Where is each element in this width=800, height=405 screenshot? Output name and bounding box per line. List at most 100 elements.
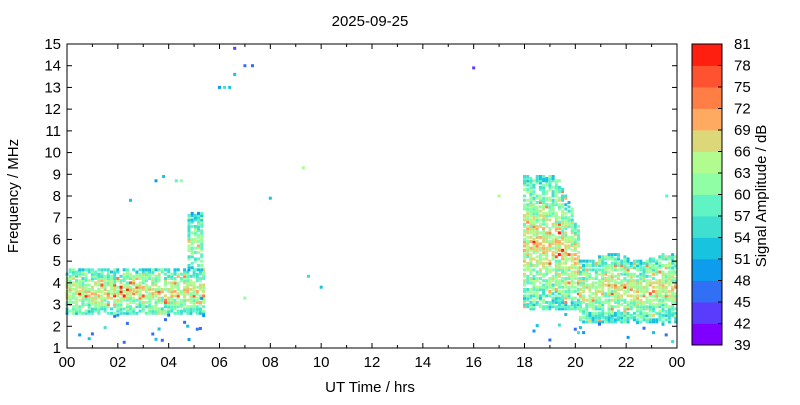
heatmap-cell [652,259,655,263]
heatmap-cell [200,218,204,222]
heatmap-cell [144,305,148,309]
heatmap-cell [645,296,649,300]
heatmap-cell [561,253,565,257]
heatmap-cell [532,209,536,213]
heatmap-cell [100,277,104,280]
heatmap-cell [610,298,614,302]
heatmap-cell [78,298,82,302]
heatmap-cell [604,320,608,324]
heatmap-cell [667,255,671,259]
heatmap-cell [554,185,558,189]
heatmap-cell [671,300,675,304]
heatmap-cell [639,261,643,265]
heatmap-cell [187,240,191,244]
heatmap-cell [610,313,614,317]
heatmap-cell [78,333,82,337]
heatmap-cell [202,314,206,317]
heatmap-cell [535,218,539,222]
heatmap-cell [197,251,200,254]
heatmap-cell [667,274,671,278]
heatmap-cell [103,279,107,283]
heatmap-cell [636,309,640,313]
heatmap-cell [578,296,582,300]
heatmap-cell [623,307,627,311]
y-tick-label: 1 [53,340,61,357]
heatmap-cell [582,307,586,311]
heatmap-cell [148,268,152,272]
heatmap-cell [535,324,539,328]
heatmap-cell [542,233,546,237]
heatmap-cell [526,181,530,185]
heatmap-cell [144,296,148,300]
heatmap-cell [617,309,620,313]
heatmap-cell [164,318,167,322]
heatmap-cell [529,253,533,257]
heatmap-cell [532,203,536,207]
heatmap-cell [617,268,620,272]
heatmap-cell [157,311,161,315]
heatmap-cell [138,277,142,280]
heatmap-cell [523,303,526,307]
heatmap-cell [164,272,167,276]
heatmap-cell [129,298,132,302]
heatmap-cell [116,285,120,289]
heatmap-cell [198,327,202,330]
heatmap-cell [90,309,94,313]
heatmap-cell [141,296,145,300]
heatmap-cell [164,281,167,285]
heatmap-cell [68,300,72,304]
heatmap-cell [542,190,546,194]
heatmap-cell [626,320,630,324]
heatmap-cell [190,218,194,222]
x-tick-label: 18 [516,354,533,371]
x-tick-label: 14 [414,354,431,371]
heatmap-cell [151,279,155,283]
heatmap-cell [557,264,561,267]
heatmap-cell [529,294,533,298]
heatmap-cell [607,277,611,280]
heatmap-cell [542,192,546,196]
heatmap-cell [585,309,589,313]
heatmap-cell [87,296,91,300]
heatmap-cell [71,274,75,278]
heatmap-cell [532,305,536,309]
heatmap-cell [623,320,627,324]
heatmap-cell [554,188,558,191]
heatmap-cell [645,290,649,293]
heatmap-cell [538,194,542,198]
heatmap-cell [122,279,126,283]
heatmap-cell [623,316,627,320]
heatmap-cell [532,183,536,187]
heatmap-cell [97,309,101,313]
heatmap-cell [648,320,652,324]
heatmap-cell [176,294,180,298]
heatmap-cell [535,233,539,237]
heatmap-cell [542,175,546,178]
heatmap-cell [557,222,561,226]
heatmap-cell [573,229,577,233]
heatmap-cell [629,298,633,302]
heatmap-cell [154,268,158,272]
heatmap-cell [160,270,164,274]
heatmap-cell [604,300,608,304]
heatmap-cell [164,309,167,313]
heatmap-cell [535,231,539,235]
heatmap-cell [75,290,78,293]
heatmap-cell [557,196,561,200]
heatmap-cell [642,307,646,311]
heatmap-cell [523,283,526,287]
heatmap-cell [585,259,589,263]
heatmap-cell [594,290,598,293]
heatmap-cell [144,272,148,276]
heatmap-cell [183,290,187,293]
heatmap-cell [561,290,565,293]
heatmap-cell [623,259,627,263]
heatmap-cell [97,303,101,307]
heatmap-cell [545,257,549,261]
heatmap-cell [554,307,558,311]
heatmap-cell [526,198,530,202]
heatmap-cell [554,296,558,300]
heatmap-cell [557,283,561,287]
colorbar-tick-label: 66 [734,144,751,161]
heatmap-cell [578,272,582,276]
